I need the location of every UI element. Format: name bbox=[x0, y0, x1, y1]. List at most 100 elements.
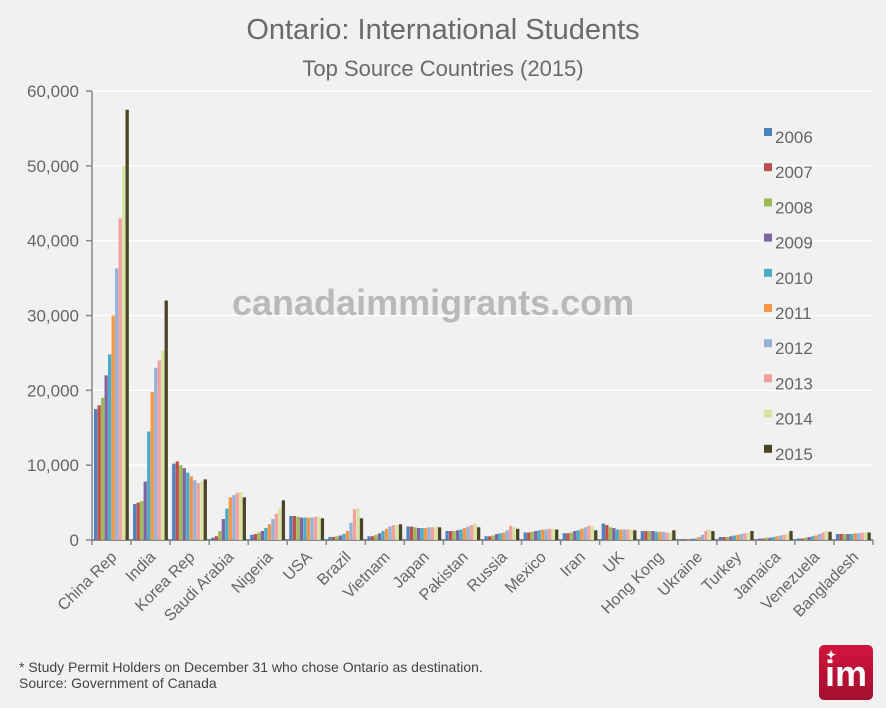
bar bbox=[732, 535, 737, 540]
bar bbox=[179, 465, 183, 540]
bar bbox=[764, 537, 769, 540]
bar bbox=[409, 526, 414, 540]
bar bbox=[437, 527, 442, 540]
x-tick-label: Nigeria bbox=[229, 549, 277, 597]
legend-swatch bbox=[764, 339, 772, 348]
bar bbox=[292, 516, 297, 540]
bar bbox=[196, 483, 200, 540]
bar bbox=[352, 509, 357, 540]
bar bbox=[548, 528, 552, 540]
bar bbox=[445, 531, 449, 540]
bar bbox=[647, 531, 652, 540]
bar bbox=[651, 531, 655, 540]
bar bbox=[512, 527, 516, 540]
bar bbox=[746, 532, 751, 540]
bar bbox=[771, 537, 776, 540]
bar bbox=[690, 538, 694, 540]
bar bbox=[434, 526, 438, 540]
x-tick-label: Saudi Arabia bbox=[161, 549, 237, 625]
bar bbox=[161, 350, 165, 540]
bar bbox=[778, 535, 783, 540]
bar bbox=[817, 534, 822, 540]
bar bbox=[629, 529, 633, 540]
bar bbox=[235, 492, 239, 540]
bar bbox=[313, 516, 318, 540]
bar bbox=[527, 532, 531, 540]
footnote-note: * Study Permit Holders on December 31 wh… bbox=[19, 659, 483, 675]
watermark: canadaimmigrants.com bbox=[232, 282, 635, 323]
bar bbox=[842, 534, 847, 540]
bar bbox=[867, 532, 871, 540]
bar bbox=[462, 528, 467, 540]
bar bbox=[839, 534, 843, 540]
bar bbox=[150, 391, 154, 540]
bar bbox=[761, 538, 765, 540]
bar bbox=[395, 525, 399, 540]
bar bbox=[654, 531, 659, 540]
bar bbox=[143, 481, 147, 540]
footnote-source: Source: Government of Canada bbox=[19, 675, 217, 691]
bar bbox=[821, 532, 825, 540]
bar bbox=[587, 525, 591, 540]
bar bbox=[849, 534, 854, 540]
bar bbox=[633, 530, 637, 540]
bar bbox=[796, 538, 801, 540]
legend-label: 2006 bbox=[775, 128, 813, 147]
legend-swatch bbox=[764, 128, 772, 136]
bar bbox=[757, 538, 762, 540]
maple-leaf-icon: ✦ bbox=[826, 648, 837, 662]
bar bbox=[349, 522, 353, 540]
bar bbox=[423, 528, 428, 540]
bar bbox=[274, 513, 279, 540]
bar bbox=[200, 481, 204, 540]
bar bbox=[853, 533, 857, 540]
x-tick-label: Ukraine bbox=[655, 549, 706, 600]
logo-text: im bbox=[824, 653, 867, 694]
bar bbox=[491, 535, 495, 540]
bar bbox=[665, 532, 669, 540]
legend-label: 2007 bbox=[775, 163, 813, 182]
bar bbox=[562, 533, 566, 540]
bar bbox=[736, 534, 740, 540]
bar bbox=[495, 534, 499, 540]
bar bbox=[576, 530, 580, 540]
bar bbox=[803, 537, 808, 540]
bar bbox=[125, 109, 129, 540]
bar bbox=[686, 539, 691, 540]
bar bbox=[253, 534, 258, 540]
bar bbox=[356, 508, 360, 540]
bar bbox=[182, 468, 186, 540]
bar bbox=[693, 538, 698, 540]
y-tick-label: 10,000 bbox=[27, 456, 79, 475]
bar bbox=[835, 534, 840, 540]
bar bbox=[739, 534, 744, 540]
footnote: * Study Permit Holders on December 31 wh… bbox=[19, 659, 483, 691]
bar bbox=[228, 497, 232, 540]
bar bbox=[502, 532, 506, 540]
bar bbox=[193, 480, 197, 540]
bar bbox=[260, 531, 265, 540]
bar bbox=[601, 523, 605, 540]
bar bbox=[789, 531, 793, 540]
bar bbox=[856, 533, 861, 540]
bar bbox=[782, 534, 786, 540]
y-tick-label: 0 bbox=[70, 531, 79, 550]
bar bbox=[626, 529, 630, 540]
bar bbox=[590, 526, 594, 540]
bar bbox=[221, 519, 225, 540]
bar bbox=[466, 526, 470, 540]
bar bbox=[622, 529, 626, 540]
bar bbox=[785, 533, 790, 540]
bar bbox=[406, 526, 410, 540]
bar bbox=[189, 476, 193, 540]
bar bbox=[264, 528, 268, 540]
bar bbox=[398, 524, 403, 540]
bar bbox=[828, 531, 832, 540]
bar bbox=[299, 517, 304, 540]
chart-subtitle: Top Source Countries (2015) bbox=[302, 56, 584, 81]
bar bbox=[140, 501, 144, 540]
bar bbox=[416, 528, 421, 540]
bar bbox=[566, 533, 570, 540]
y-tick-label: 60,000 bbox=[27, 82, 79, 101]
bar bbox=[583, 527, 587, 540]
